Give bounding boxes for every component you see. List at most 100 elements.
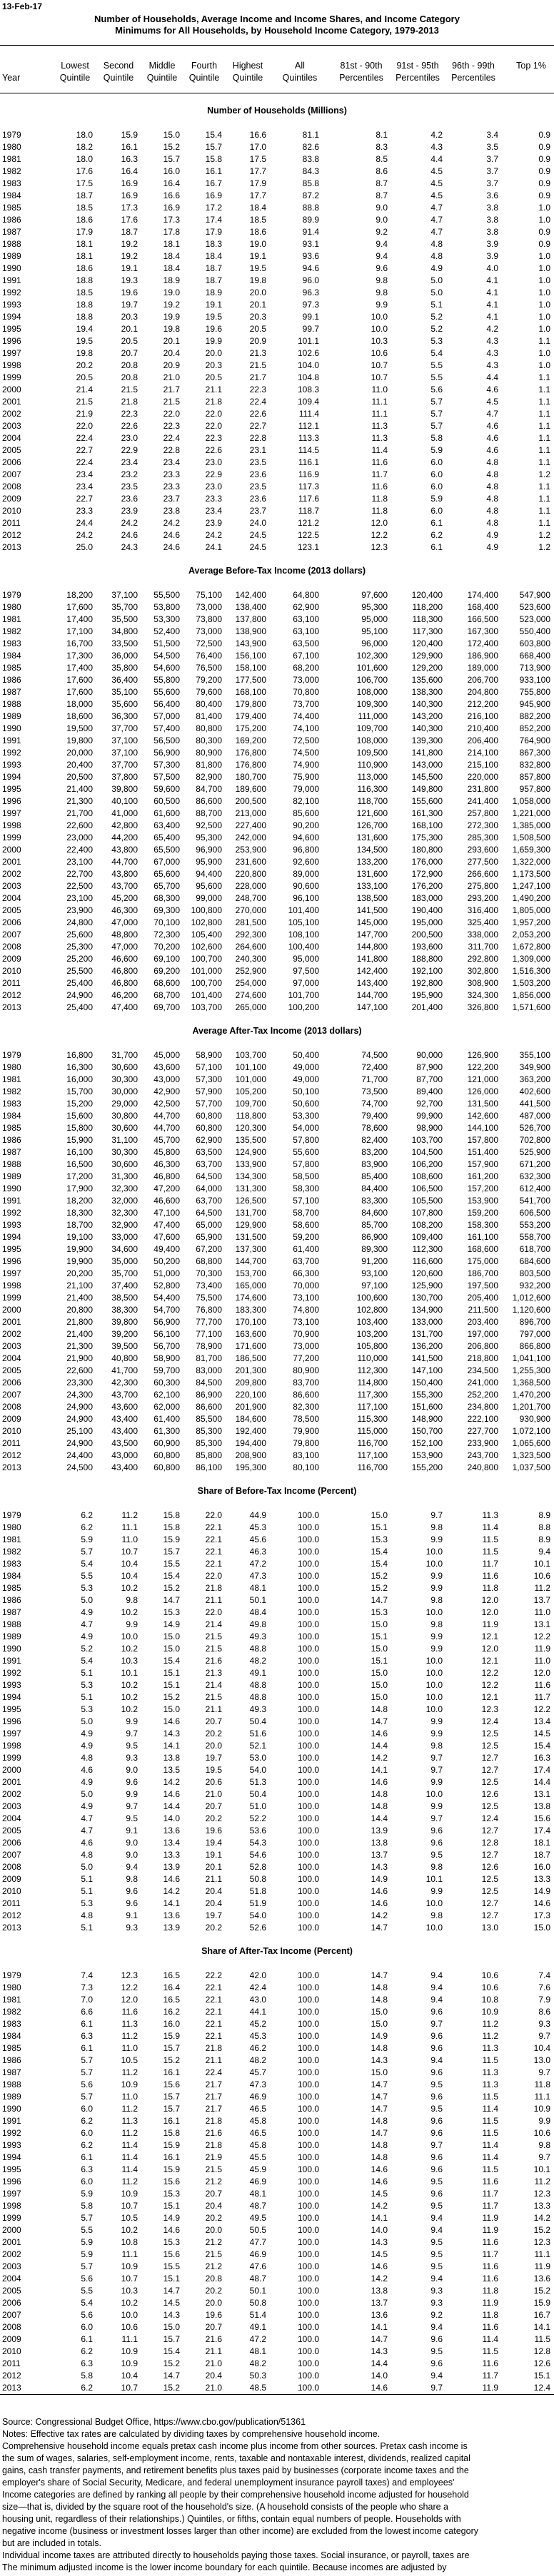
table-row: 2000 22,400 43,800 65,500 96,900 253,900 96,80… <box>0 844 554 856</box>
all-quintiles-cell: 89.9 <box>302 215 319 225</box>
all-quintiles-cell: 108,100 <box>288 930 319 940</box>
fourth-quintile-cell: 24.1 <box>205 542 222 552</box>
year-cell: 1993 <box>2 1680 21 1690</box>
year-cell: 1993 <box>2 2140 21 2150</box>
fourth-quintile-cell: 15.4 <box>205 130 222 140</box>
81st-90th-percentiles-cell: 14.5 <box>371 2249 388 2259</box>
highest-quintile-cell: 45.3 <box>249 1522 266 1532</box>
all-quintiles-cell: 62,900 <box>293 602 319 612</box>
81st-90th-percentiles-cell: 117,100 <box>357 1402 388 1412</box>
lowest-quintile-cell: 22.4 <box>76 433 93 443</box>
all-quintiles-cell: 100.0 <box>297 1729 319 1738</box>
highest-quintile-cell: 48.2 <box>249 1656 266 1666</box>
all-quintiles-cell: 100.0 <box>297 2201 319 2211</box>
top-1-percent-cell: 10.4 <box>533 2043 550 2053</box>
81st-90th-percentiles-cell: 8.1 <box>376 130 388 140</box>
top-1-percent-cell: 0.9 <box>538 166 550 176</box>
table-row: 2002 22,700 43,800 65,600 94,400 220,800 89,00… <box>0 868 554 880</box>
header-line-2: Quintile <box>146 73 178 83</box>
top-1-percent-cell: 10.6 <box>533 1571 550 1581</box>
highest-quintile-cell: 179,400 <box>235 711 266 721</box>
91st-95th-percentiles-cell: 192,100 <box>411 966 443 976</box>
91st-95th-percentiles-cell: 9.9 <box>430 1631 443 1641</box>
highest-quintile-cell: 183,300 <box>235 1305 266 1315</box>
81st-90th-percentiles-cell: 14.1 <box>371 2213 388 2223</box>
second-quintile-cell: 18.7 <box>121 227 138 237</box>
year-cell: 1986 <box>2 2055 21 2065</box>
year-cell: 1988 <box>2 239 21 249</box>
highest-quintile-cell: 20.3 <box>249 312 266 322</box>
81st-90th-percentiles-cell: 14.7 <box>371 2128 388 2138</box>
year-cell: 1991 <box>2 275 21 285</box>
top-1-percent-cell: 11.9 <box>534 1644 550 1654</box>
highest-quintile-cell: 220,100 <box>235 1390 266 1400</box>
highest-quintile-cell: 22.8 <box>249 433 266 443</box>
note-line: but are included in totals. <box>2 2538 101 2548</box>
top-1-percent-cell: 1,672,800 <box>512 942 550 952</box>
81st-90th-percentiles-cell: 103,400 <box>356 1317 388 1327</box>
top-1-percent-cell: 1,470,200 <box>512 1390 550 1400</box>
year-cell: 2011 <box>2 518 21 528</box>
91st-95th-percentiles-cell: 201,400 <box>411 1002 443 1012</box>
year-cell: 2011 <box>2 1898 21 1908</box>
year-cell: 2005 <box>2 445 21 455</box>
all-quintiles-cell: 117.6 <box>298 494 319 504</box>
all-quintiles-cell: 100.0 <box>297 2358 319 2368</box>
highest-quintile-cell: 54.0 <box>249 1765 266 1775</box>
96th-99th-percentiles-cell: 210,400 <box>467 723 498 733</box>
table-row: 1989 18,600 36,300 57,000 81,400 179,400 74,40… <box>0 711 554 723</box>
all-quintiles-cell: 100.0 <box>297 2031 319 2041</box>
81st-90th-percentiles-cell: 85,700 <box>361 1220 388 1230</box>
91st-95th-percentiles-cell: 141,800 <box>411 748 443 758</box>
91st-95th-percentiles-cell: 5.4 <box>430 348 443 358</box>
91st-95th-percentiles-cell: 129,900 <box>411 651 443 661</box>
top-1-percent-cell: 0.9 <box>538 190 550 200</box>
96th-99th-percentiles-cell: 220,000 <box>467 772 498 782</box>
year-cell: 1984 <box>2 190 21 200</box>
highest-quintile-cell: 48.2 <box>249 2055 266 2065</box>
middle-quintile-cell: 18.4 <box>163 251 180 261</box>
table-row: 2009 6.1 11.1 15.7 21.6 47.2 100.0 14.7 9.6 11.4 1… <box>0 2333 554 2346</box>
year-cell: 1981 <box>2 1995 21 2005</box>
81st-90th-percentiles-cell: 14.7 <box>371 2334 388 2344</box>
top-1-percent-cell: 14.5 <box>533 1729 550 1738</box>
year-cell: 2000 <box>2 2225 21 2235</box>
96th-99th-percentiles-cell: 4.9 <box>486 530 498 540</box>
table-row: 1987 17,600 35,100 55,600 79,600 168,100 70,80… <box>0 686 554 698</box>
table-row: 2003 5.7 10.9 15.5 21.2 47.6 100.0 14.6 9.5 11.6 1… <box>0 2261 554 2273</box>
table-bottom-rule <box>0 2394 554 2395</box>
91st-95th-percentiles-cell: 104,500 <box>411 1147 443 1157</box>
all-quintiles-cell: 100.0 <box>297 2043 319 2053</box>
highest-quintile-cell: 242,000 <box>235 833 266 842</box>
81st-90th-percentiles-cell: 114,800 <box>357 1378 388 1388</box>
fourth-quintile-cell: 20.3 <box>205 360 222 370</box>
highest-quintile-cell: 52.8 <box>249 1862 266 1872</box>
81st-90th-percentiles-cell: 9.8 <box>376 287 388 297</box>
all-quintiles-cell: 113.3 <box>298 433 319 443</box>
all-quintiles-cell: 111.4 <box>298 409 319 419</box>
table-row: 2013 5.1 9.3 13.9 20.2 52.6 100.0 14.7 10.0 13.0 1… <box>0 1922 554 1934</box>
top-1-percent-cell: 15.0 <box>533 1923 550 1933</box>
all-quintiles-cell: 100.0 <box>297 1571 319 1581</box>
top-1-percent-cell: 1.0 <box>538 203 550 213</box>
table-row: 1984 5.5 10.4 15.4 22.0 47.3 100.0 15.2 9.9 11.6 1… <box>0 1570 554 1582</box>
96th-99th-percentiles-cell: 11.5 <box>482 2092 498 2102</box>
second-quintile-cell: 39,800 <box>111 784 138 794</box>
91st-95th-percentiles-cell: 141,500 <box>411 1353 443 1363</box>
highest-quintile-cell: 171,600 <box>235 1341 266 1351</box>
table-row: 1987 17.9 18.7 17.8 17.9 18.6 91.4 9.2 4.7 3.8 0.9 <box>0 226 554 238</box>
91st-95th-percentiles-cell: 135,600 <box>411 675 443 685</box>
fourth-quintile-cell: 76,400 <box>196 651 222 661</box>
fourth-quintile-cell: 92,500 <box>196 820 222 830</box>
81st-90th-percentiles-cell: 15.0 <box>371 1644 388 1654</box>
all-quintiles-cell: 57,100 <box>293 1196 319 1206</box>
highest-quintile-cell: 254,000 <box>235 978 266 988</box>
81st-90th-percentiles-cell: 12.0 <box>371 518 388 528</box>
all-quintiles-cell: 100.0 <box>297 1619 319 1629</box>
year-cell: 2001 <box>2 2237 21 2247</box>
all-quintiles-cell: 50,100 <box>293 1086 319 1096</box>
highest-quintile-cell: 144,700 <box>235 1256 266 1266</box>
all-quintiles-cell: 100.0 <box>297 1874 319 1884</box>
middle-quintile-cell: 53,300 <box>153 614 180 624</box>
top-1-percent-cell: 713,900 <box>519 663 550 673</box>
